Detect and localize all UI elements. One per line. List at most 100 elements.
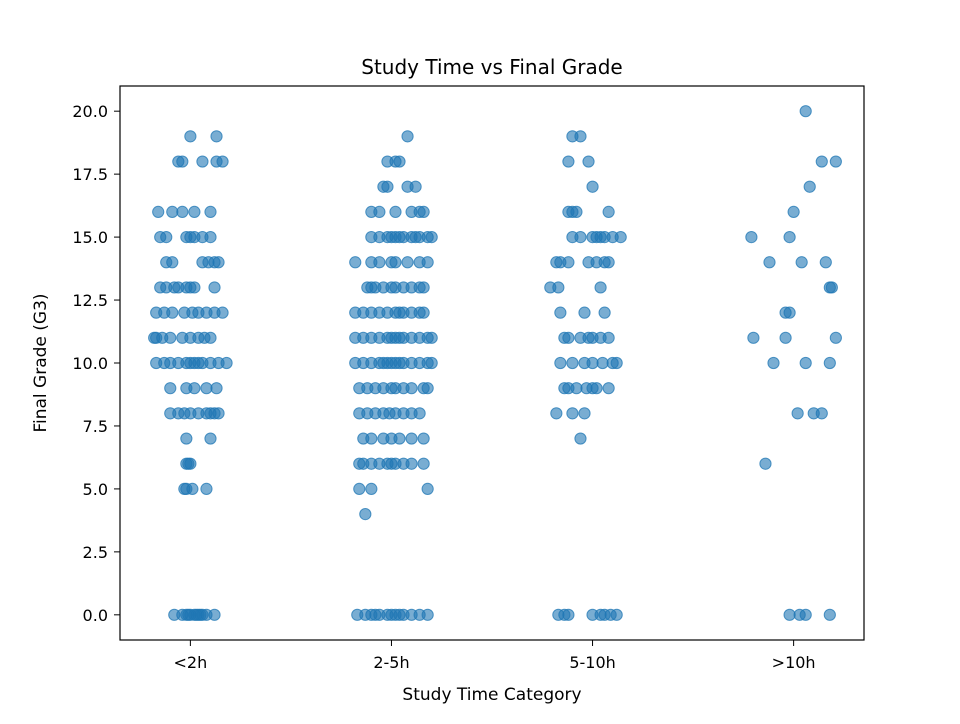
data-point xyxy=(204,331,217,344)
data-point xyxy=(166,205,179,219)
data-point xyxy=(574,130,587,143)
data-point xyxy=(369,608,382,621)
data-point xyxy=(405,457,418,470)
data-point xyxy=(192,356,205,370)
data-point xyxy=(586,180,599,193)
y-tick-label: 15.0 xyxy=(72,228,108,247)
data-point xyxy=(401,130,414,143)
data-point xyxy=(602,256,615,269)
data-point xyxy=(421,382,434,395)
data-point xyxy=(815,407,828,420)
data-point xyxy=(188,281,201,294)
data-point xyxy=(763,256,776,269)
data-point xyxy=(586,356,599,370)
data-point xyxy=(602,382,615,395)
data-point xyxy=(747,331,760,344)
points-layer xyxy=(148,105,842,621)
data-point xyxy=(393,306,406,319)
data-point xyxy=(393,432,406,445)
data-point xyxy=(204,432,217,445)
data-point xyxy=(152,205,165,219)
data-point xyxy=(365,482,378,496)
data-point xyxy=(799,105,812,118)
data-point xyxy=(409,180,422,193)
data-point xyxy=(566,356,579,370)
data-point xyxy=(216,155,229,168)
data-point xyxy=(550,407,563,420)
x-tick-label: >10h xyxy=(772,653,816,672)
data-point xyxy=(164,331,177,344)
data-point xyxy=(570,382,583,395)
data-point xyxy=(590,382,603,395)
data-point xyxy=(188,382,201,395)
data-point xyxy=(598,306,611,319)
y-tick-label: 17.5 xyxy=(72,165,108,184)
data-point xyxy=(168,281,181,294)
y-axis-ticks: 0.0 2.5 5.0 7.5 10.0 12.5 15.0 17.5 20.0 xyxy=(72,102,120,625)
data-point xyxy=(160,230,173,244)
data-point xyxy=(210,130,223,143)
chart-title: Study Time vs Final Grade xyxy=(361,55,622,79)
data-point xyxy=(184,230,197,244)
data-point xyxy=(393,331,406,344)
data-point xyxy=(425,230,438,244)
data-point xyxy=(590,230,603,244)
data-point xyxy=(566,407,579,420)
data-point xyxy=(767,356,780,370)
data-point xyxy=(823,608,836,621)
data-point xyxy=(417,457,430,470)
data-point xyxy=(421,256,434,269)
data-point xyxy=(570,205,583,219)
data-point xyxy=(554,356,567,370)
data-point xyxy=(417,432,430,445)
data-point xyxy=(182,608,195,621)
data-point xyxy=(815,155,828,168)
y-tick-label: 0.0 xyxy=(83,606,108,625)
x-axis-label: Study Time Category xyxy=(402,685,581,705)
data-point xyxy=(212,256,225,269)
data-point xyxy=(401,256,414,269)
data-point xyxy=(210,382,223,395)
data-point xyxy=(413,407,426,420)
data-point xyxy=(204,205,217,219)
data-point xyxy=(393,230,406,244)
data-point xyxy=(425,331,438,344)
data-point xyxy=(574,230,587,244)
data-point xyxy=(799,356,812,370)
data-point xyxy=(552,281,565,294)
data-point xyxy=(365,281,378,294)
data-point xyxy=(180,432,193,445)
x-tick-label: 2-5h xyxy=(373,653,409,672)
data-point xyxy=(610,356,623,370)
y-tick-label: 20.0 xyxy=(72,102,108,121)
data-point xyxy=(204,407,217,420)
data-point xyxy=(779,331,792,344)
data-point xyxy=(596,356,609,370)
data-point xyxy=(819,256,832,269)
data-point xyxy=(377,356,390,370)
data-point xyxy=(425,356,438,370)
data-point xyxy=(405,432,418,445)
data-point xyxy=(176,155,189,168)
data-point xyxy=(208,281,221,294)
data-point xyxy=(829,331,842,344)
data-point xyxy=(417,205,430,219)
data-point xyxy=(602,205,615,219)
data-point xyxy=(421,482,434,496)
data-point xyxy=(610,608,623,621)
data-point xyxy=(417,281,430,294)
data-point xyxy=(393,356,406,370)
data-point xyxy=(745,230,758,244)
data-point xyxy=(164,382,177,395)
data-point xyxy=(200,382,213,395)
data-point xyxy=(393,608,406,621)
data-point xyxy=(783,306,796,319)
y-tick-label: 7.5 xyxy=(83,417,108,436)
data-point xyxy=(200,482,213,496)
data-point xyxy=(578,407,591,420)
data-point xyxy=(787,205,800,219)
data-point xyxy=(393,155,406,168)
data-point xyxy=(417,306,430,319)
